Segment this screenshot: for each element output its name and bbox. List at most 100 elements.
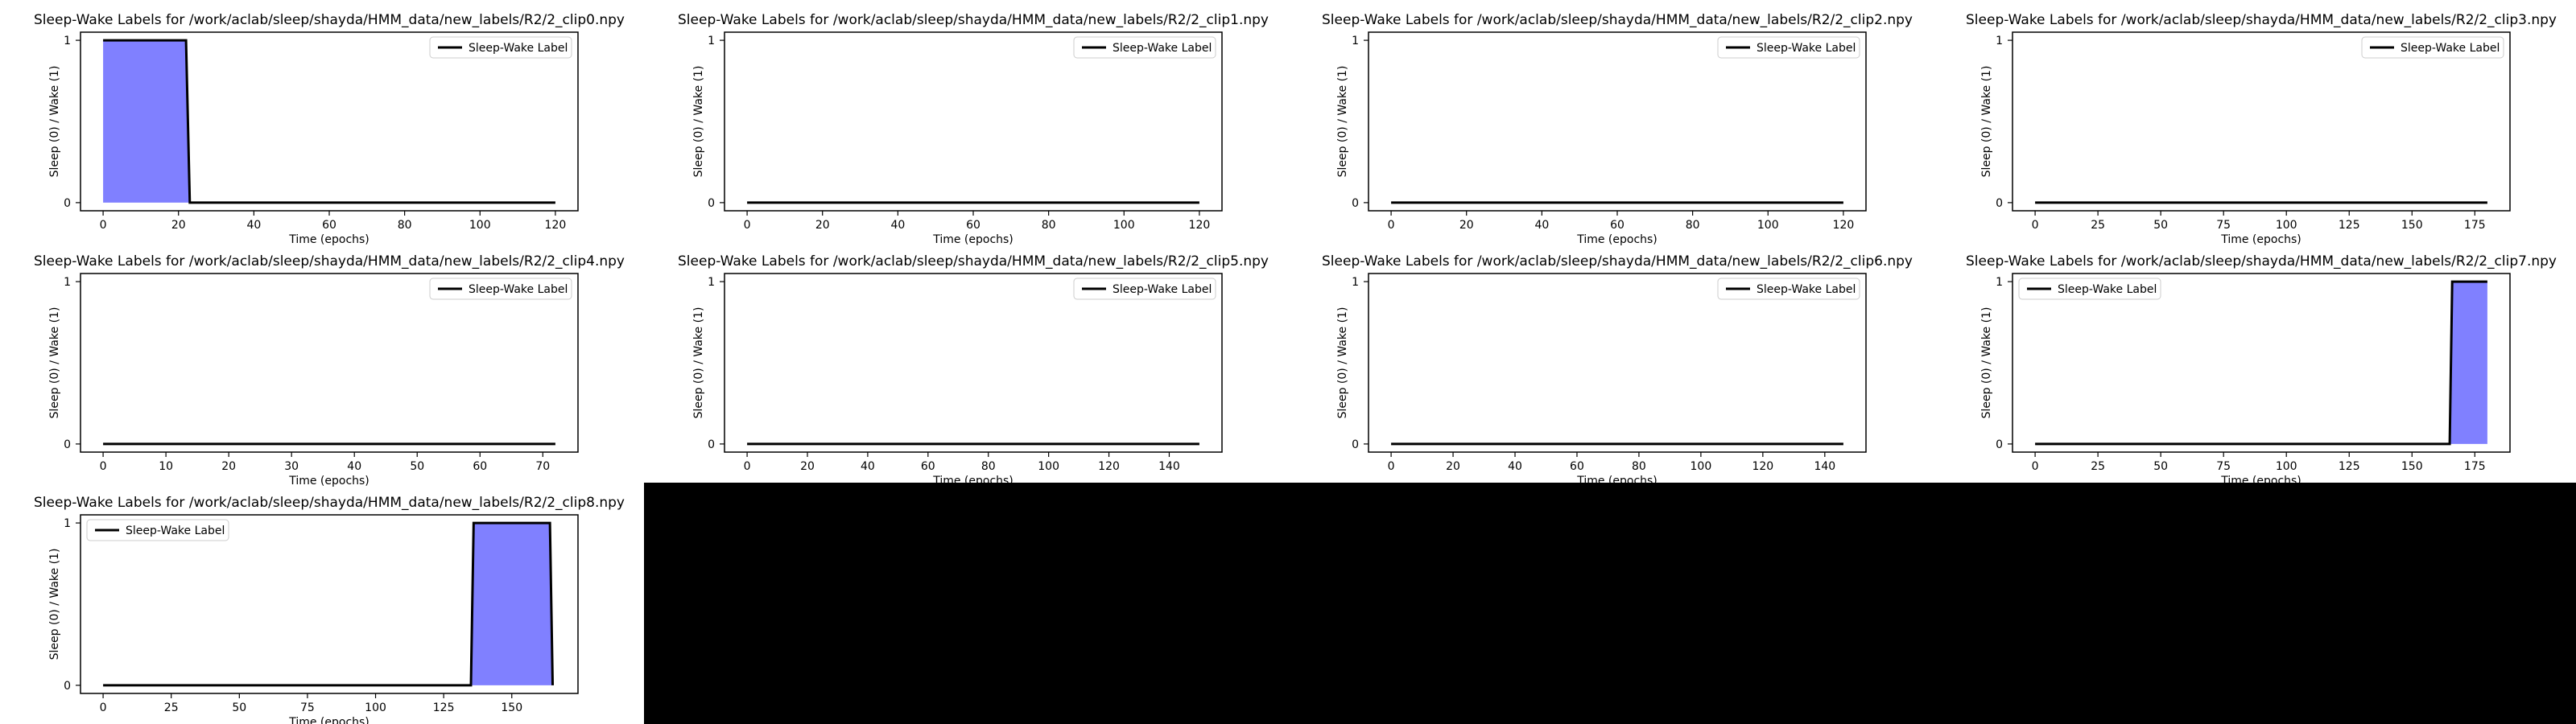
legend: Sleep-Wake Label [1717,278,1860,300]
legend-label: Sleep-Wake Label [2058,283,2157,296]
x-tick-label: 100 [1757,219,1779,232]
legend: Sleep-Wake Label [86,519,229,541]
x-tick-label: 20 [221,460,236,473]
plot-frame [2012,273,2511,453]
y-tick-label: 1 [708,35,715,47]
x-tick-label: 100 [1113,219,1135,232]
x-tick-label: 100 [1690,460,1712,473]
x-tick-label: 40 [1508,460,1522,473]
subplot-clip7: Sleep-Wake Labels for /work/aclab/sleep/… [1966,253,2557,487]
x-tick-label: 0 [744,219,751,232]
x-tick-label: 50 [2153,219,2168,232]
legend: Sleep-Wake Label [2361,36,2504,59]
subplot-clip3: Sleep-Wake Labels for /work/aclab/sleep/… [1966,12,2557,246]
legend: Sleep-Wake Label [1073,278,1216,300]
legend-box [2018,278,2161,300]
x-axis-label: Time (epochs) [288,233,369,246]
chart-title: Sleep-Wake Labels for /work/aclab/sleep/… [678,253,1269,269]
x-tick-label: 100 [469,219,491,232]
x-tick-label: 30 [284,460,299,473]
chart-title: Sleep-Wake Labels for /work/aclab/sleep/… [1322,253,1913,269]
x-tick-label: 120 [1833,219,1855,232]
x-tick-label: 140 [1814,460,1835,473]
y-axis-label: Sleep (0) / Wake (1) [1980,66,1993,178]
series-line [103,39,555,204]
x-tick-label: 40 [861,460,875,473]
x-axis-label: Time (epochs) [1576,233,1657,246]
legend-label: Sleep-Wake Label [469,283,568,296]
x-tick-label: 150 [2401,219,2423,232]
subplot-clip2: Sleep-Wake Labels for /work/aclab/sleep/… [1322,12,1913,246]
x-tick-label: 125 [433,701,455,714]
y-axis-label: Sleep (0) / Wake (1) [692,66,705,178]
x-tick-label: 10 [159,460,173,473]
x-tick-label: 40 [890,219,905,232]
x-tick-label: 175 [2464,460,2486,473]
x-tick-label: 120 [1098,460,1120,473]
chart-title: Sleep-Wake Labels for /work/aclab/sleep/… [678,12,1269,28]
y-tick-label: 1 [1996,35,2003,47]
y-tick-label: 1 [1996,276,2003,289]
x-tick-label: 150 [2401,460,2423,473]
x-axis-label: Time (epochs) [932,233,1013,246]
wake-fill-area [2035,282,2487,444]
legend-label: Sleep-Wake Label [469,42,568,55]
plot-frame [80,273,579,453]
x-tick-label: 0 [100,460,107,473]
plot-frame [724,31,1223,212]
y-tick-label: 0 [1996,438,2003,451]
x-tick-label: 125 [2339,460,2360,473]
x-tick-label: 60 [473,460,487,473]
x-tick-label: 75 [300,701,315,714]
x-tick-label: 25 [2091,460,2105,473]
x-axis-label: Time (epochs) [288,716,369,724]
legend: Sleep-Wake Label [2018,278,2161,300]
empty-subplot-area [644,483,2576,724]
x-tick-label: 0 [1388,219,1395,232]
legend: Sleep-Wake Label [429,278,572,300]
x-tick-label: 60 [921,460,935,473]
y-tick-label: 1 [1352,35,1359,47]
plot-frame [80,514,579,694]
legend-box [2361,36,2504,59]
y-tick-label: 1 [64,35,71,47]
wake-fill-area [103,523,553,685]
x-tick-label: 60 [966,219,980,232]
wake-fill-area [103,40,555,203]
legend-box [429,278,572,300]
x-tick-label: 120 [545,219,567,232]
x-tick-label: 60 [1610,219,1624,232]
y-tick-label: 1 [708,276,715,289]
y-axis-label: Sleep (0) / Wake (1) [48,549,61,660]
x-tick-label: 125 [2339,219,2360,232]
x-tick-label: 150 [501,701,522,714]
x-tick-label: 60 [322,219,336,232]
x-tick-label: 75 [2216,219,2231,232]
legend-box [86,519,229,541]
x-tick-label: 140 [1158,460,1180,473]
legend-label: Sleep-Wake Label [1757,283,1856,296]
x-tick-label: 20 [1446,460,1460,473]
chart-title: Sleep-Wake Labels for /work/aclab/sleep/… [34,495,625,511]
legend-box [1073,36,1216,59]
legend-box [1073,278,1216,300]
x-tick-label: 20 [171,219,186,232]
series-line [103,521,555,687]
legend-label: Sleep-Wake Label [1113,42,1212,55]
x-tick-label: 0 [1388,460,1395,473]
y-tick-label: 0 [64,680,71,693]
x-tick-label: 50 [410,460,424,473]
chart-title: Sleep-Wake Labels for /work/aclab/sleep/… [1322,12,1913,28]
x-tick-label: 100 [1038,460,1059,473]
y-axis-label: Sleep (0) / Wake (1) [1336,307,1349,419]
x-tick-label: 80 [398,219,412,232]
y-axis-label: Sleep (0) / Wake (1) [48,307,61,419]
x-tick-label: 50 [2153,460,2168,473]
x-tick-label: 120 [1189,219,1211,232]
y-tick-label: 0 [1352,197,1359,210]
x-tick-label: 20 [800,460,815,473]
x-tick-label: 75 [2216,460,2231,473]
legend-label: Sleep-Wake Label [2401,42,2500,55]
y-tick-label: 1 [64,517,71,530]
chart-title: Sleep-Wake Labels for /work/aclab/sleep/… [34,12,625,28]
